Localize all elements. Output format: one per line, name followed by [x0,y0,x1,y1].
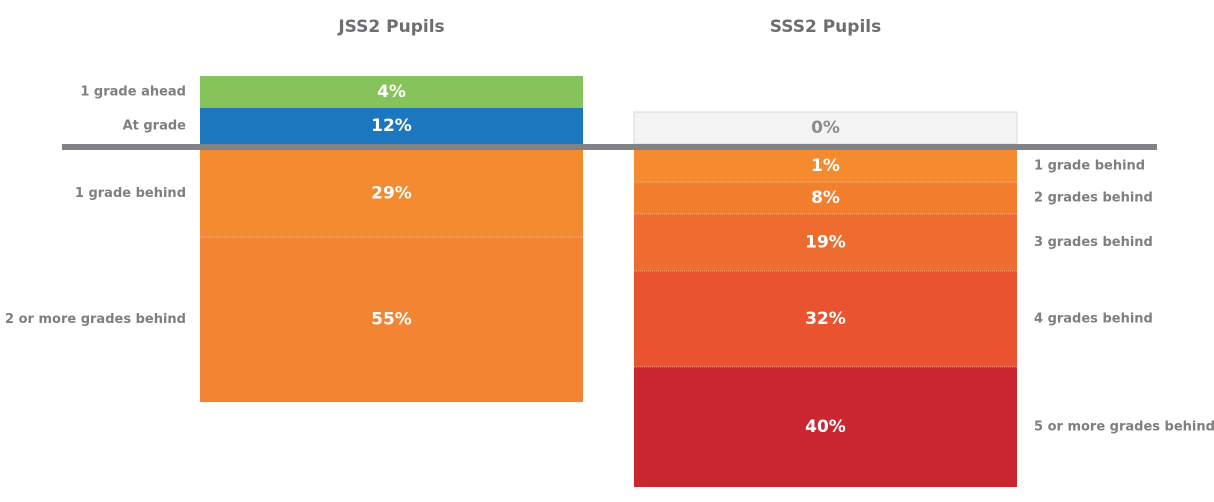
bar-segment [633,111,1018,145]
value-label: 4% [377,82,406,102]
category-label: 1 grade behind [75,186,186,201]
bar-segment [200,150,583,237]
category-label: At grade [123,119,187,134]
bar-segment [634,214,1017,271]
category-label: 2 grades behind [1034,191,1153,206]
category-label: 1 grade behind [1034,159,1145,174]
category-label: 5 or more grades behind [1034,420,1214,435]
chart-title: JSS2 Pupils [337,17,444,37]
value-label: 12% [371,116,412,136]
value-label: 19% [805,233,846,253]
bar-segment [634,182,1017,214]
chart-title: SSS2 Pupils [770,17,881,37]
value-label: 8% [811,188,840,208]
category-label: 1 grade ahead [80,85,186,100]
category-label: 3 grades behind [1034,235,1153,250]
bar-segment [634,150,1017,182]
category-label: 2 or more grades behind [5,312,186,327]
bar-segment [200,237,583,402]
bar-segment [634,271,1017,367]
baseline [62,144,1157,150]
bar-segment [634,367,1017,487]
plot: JSS2 Pupils 12% At grade 4% 1 grade ahead 29%… [5,17,1214,487]
category-label: 4 grades behind [1034,312,1153,327]
bar-segment [200,108,583,144]
value-label: 40% [805,417,846,437]
value-label: 1% [811,156,840,176]
value-label: 32% [805,309,846,329]
value-label: 29% [371,184,412,204]
bar-segment [200,76,583,108]
value-label: 0% [811,118,840,138]
value-label: 55% [371,310,412,330]
